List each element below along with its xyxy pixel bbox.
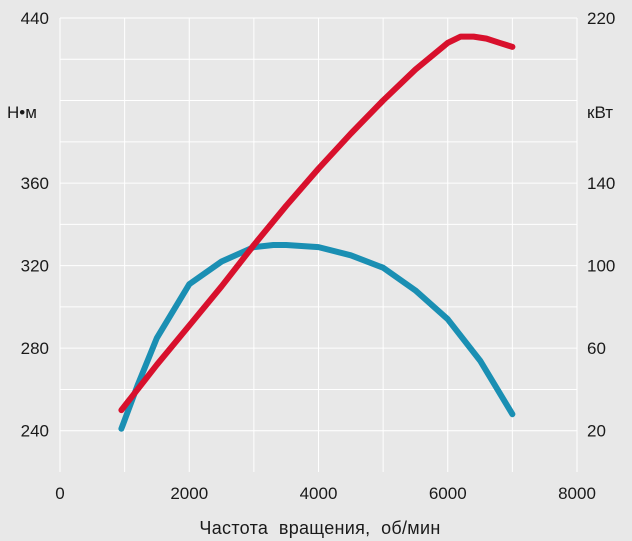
y-left-unit-label: Н•м <box>7 103 37 122</box>
x-tick-label: 0 <box>55 484 64 503</box>
x-tick-label: 6000 <box>429 484 467 503</box>
y-right-tick-label: 140 <box>587 174 615 193</box>
y-right-tick-label: 20 <box>587 422 606 441</box>
power-series-line <box>118 33 516 414</box>
y-right-tick-label: 100 <box>587 257 615 276</box>
x-tick-label: 8000 <box>558 484 596 503</box>
x-axis-title: Частота вращения, об/мин <box>199 518 440 538</box>
y-left-tick-label: 440 <box>21 9 49 28</box>
y-left-tick-label: 360 <box>21 174 49 193</box>
y-right-tick-label: 60 <box>587 339 606 358</box>
chart-tick-labels: 0 2000 4000 6000 8000 440 360 320 280 240 220 140 10… <box>21 9 616 503</box>
x-tick-label: 4000 <box>300 484 338 503</box>
y-left-tick-label: 280 <box>21 339 49 358</box>
chart-grid <box>59 17 578 472</box>
y-right-tick-label: 220 <box>587 9 615 28</box>
y-left-tick-label: 320 <box>21 257 49 276</box>
chart-series <box>118 33 516 432</box>
y-right-unit-label: кВт <box>587 103 613 122</box>
torque-series-line <box>118 242 516 432</box>
x-tick-label: 2000 <box>170 484 208 503</box>
y-left-tick-label: 240 <box>21 422 49 441</box>
